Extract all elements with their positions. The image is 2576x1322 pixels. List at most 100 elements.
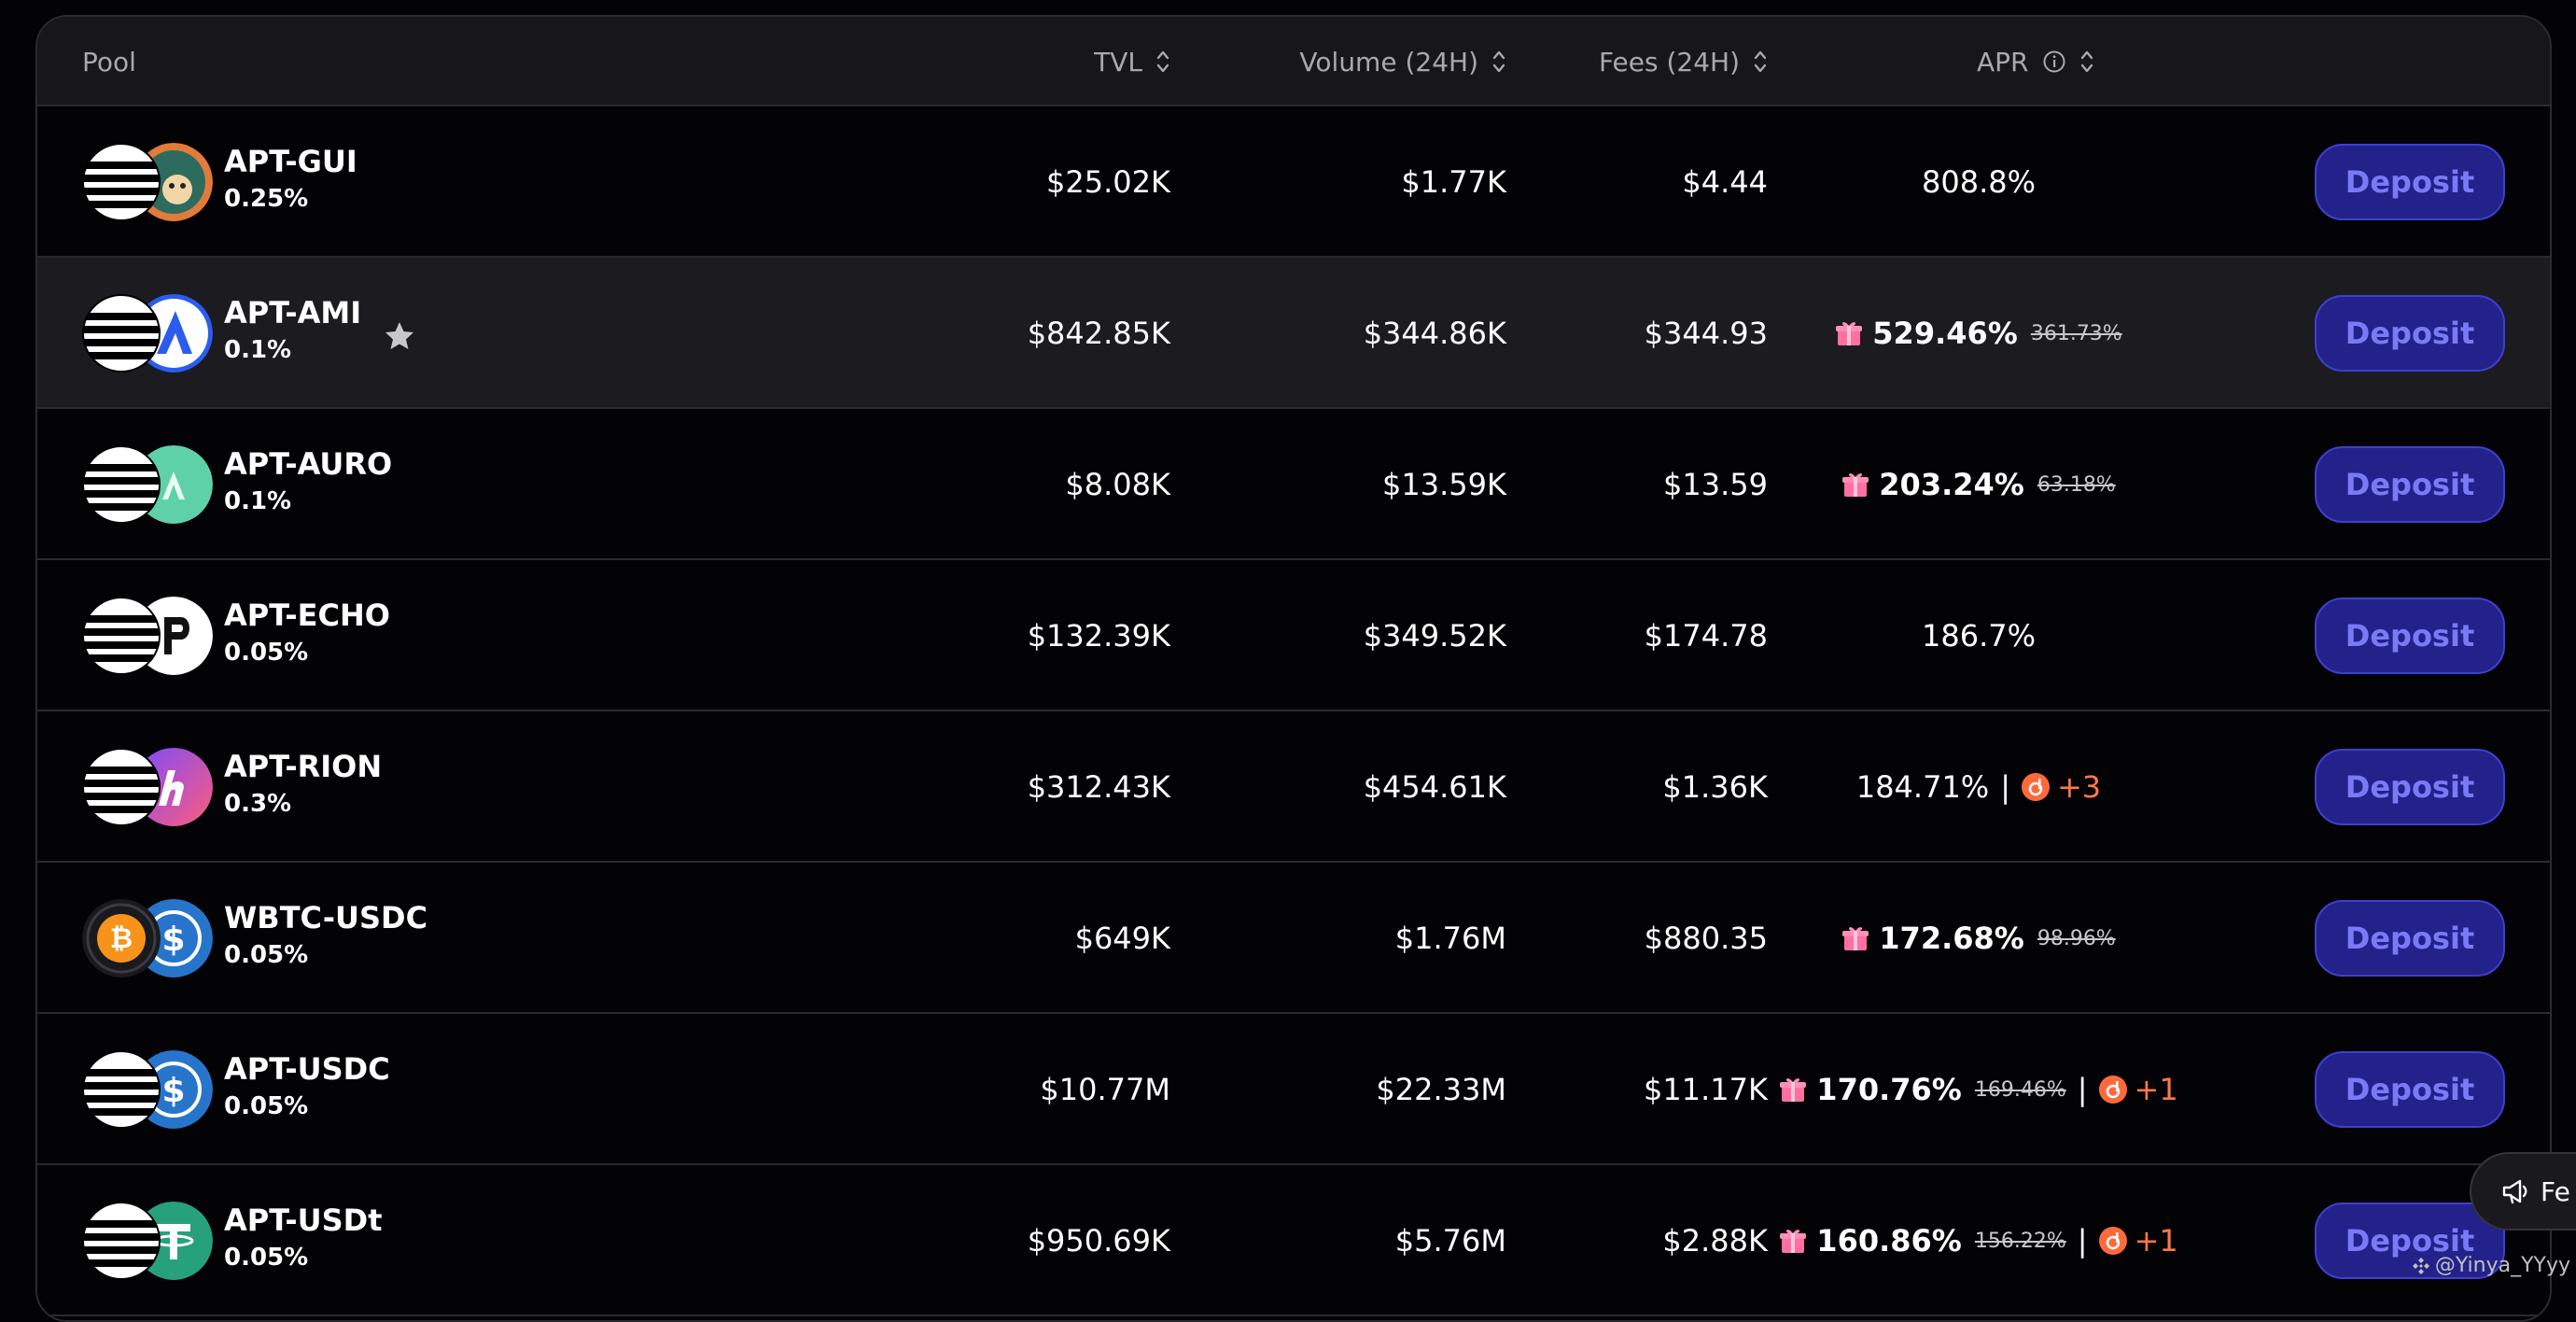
token-pair-icons	[82, 1202, 213, 1280]
pool-fee-tier: 0.3%	[224, 790, 291, 818]
aptos-token-icon	[82, 143, 161, 221]
volume-value: $1.76M	[1395, 863, 1506, 1014]
apr-separator: |	[2078, 1072, 2088, 1107]
svg-text:$: $	[161, 921, 185, 959]
table-row[interactable]: APT-AMI 0.1% $842.85K $344.86K $344.93 5…	[37, 258, 2550, 409]
sort-arrows-icon[interactable]	[1155, 48, 1170, 76]
table-row[interactable]: ₿ $ WBTC-USDC 0.05% $649K $1.76M $880.35…	[37, 863, 2550, 1014]
pool-name: APT-RION	[224, 749, 382, 784]
apr-value: 203.24%	[1879, 467, 2024, 502]
apr-separator: |	[2000, 769, 2010, 805]
apr-cell: 808.8%	[1717, 106, 2240, 258]
apr-separator: |	[2078, 1223, 2088, 1259]
deposit-button[interactable]: Deposit	[2315, 749, 2505, 825]
svg-text:₿: ₿	[110, 922, 133, 955]
svg-text:$: $	[161, 1072, 185, 1110]
deposit-button[interactable]: Deposit	[2315, 1051, 2505, 1128]
token-pair-icons	[82, 143, 213, 221]
apr-cell[interactable]: 529.46% 361.73%	[1717, 258, 2240, 409]
tvl-value: $842.85K	[1028, 258, 1170, 409]
header-tvl[interactable]: TVL	[1094, 17, 1170, 106]
apr-value: 170.76%	[1816, 1072, 1962, 1107]
tvl-value: $649K	[1075, 863, 1170, 1014]
table-row[interactable]: APT-AURO 0.1% $8.08K $13.59K $13.59 203.…	[37, 409, 2550, 560]
deposit-button[interactable]: Deposit	[2315, 900, 2505, 977]
aptos-token-icon	[82, 1202, 161, 1280]
reward-token-icon	[2022, 773, 2050, 801]
apr-previous-value: 169.46%	[1975, 1078, 2066, 1102]
tvl-value: $25.02K	[1046, 106, 1170, 258]
info-icon[interactable]	[2042, 49, 2066, 74]
watermark: @Yinya_YYyy	[2411, 1254, 2570, 1277]
feedback-label: Fe	[2541, 1176, 2570, 1207]
token-pair-icons	[82, 445, 213, 524]
aptos-token-icon	[82, 597, 161, 675]
gift-icon	[1779, 1227, 1807, 1255]
pool-name: APT-USDC	[224, 1051, 390, 1087]
tvl-value: $132.39K	[1028, 560, 1170, 711]
deposit-button[interactable]: Deposit	[2315, 598, 2505, 674]
table-row[interactable]: APT-USDt 0.05% $950.69K $5.76M $2.88K 16…	[37, 1165, 2550, 1316]
sort-arrows-icon[interactable]	[2079, 48, 2094, 76]
deposit-button[interactable]: Deposit	[2315, 144, 2505, 220]
header-pool: Pool	[82, 17, 136, 106]
apr-cell[interactable]: 172.68% 98.96%	[1717, 863, 2240, 1014]
apr-value: 529.46%	[1872, 316, 2018, 351]
gift-icon	[1841, 471, 1869, 499]
token-pair-icons	[82, 597, 213, 675]
extra-rewards-count: +3	[2057, 769, 2101, 805]
pool-name: APT-ECHO	[224, 598, 390, 633]
apr-value: 184.71%	[1856, 769, 1989, 805]
star-icon[interactable]	[383, 319, 416, 353]
apr-previous-value: 98.96%	[2037, 927, 2116, 950]
pool-name: APT-AURO	[224, 446, 392, 482]
apr-previous-value: 361.73%	[2031, 322, 2122, 345]
table-row[interactable]: $ APT-USDC 0.05% $10.77M $22.33M $11.17K…	[37, 1014, 2550, 1165]
pool-name: APT-USDt	[224, 1202, 383, 1238]
apr-previous-value: 156.22%	[1975, 1230, 2066, 1253]
tvl-value: $312.43K	[1028, 711, 1170, 863]
header-fees[interactable]: Fees (24H)	[1599, 17, 1768, 106]
aptos-token-icon	[82, 294, 161, 373]
table-row[interactable]: APT-ECHO 0.05% $132.39K $349.52K $174.78…	[37, 560, 2550, 711]
pool-fee-tier: 0.25%	[224, 185, 308, 213]
apr-cell[interactable]: 184.71% | +3	[1717, 711, 2240, 863]
table-row[interactable]: APT-GUI 0.25% $25.02K $1.77K $4.44 808.8…	[37, 106, 2550, 258]
apr-cell[interactable]: 160.86% 156.22% | +1	[1717, 1165, 2240, 1316]
megaphone-icon	[2499, 1175, 2531, 1207]
volume-value: $344.86K	[1364, 258, 1506, 409]
apr-previous-value: 63.18%	[2037, 473, 2116, 497]
pool-fee-tier: 0.1%	[224, 487, 291, 515]
sort-arrows-icon[interactable]	[1491, 48, 1506, 76]
header-volume[interactable]: Volume (24H)	[1299, 17, 1506, 106]
deposit-button[interactable]: Deposit	[2315, 446, 2505, 523]
sort-arrows-icon[interactable]	[1753, 48, 1768, 76]
pool-fee-tier: 0.05%	[224, 639, 308, 667]
aptos-token-icon	[82, 748, 161, 826]
pools-table: Pool TVL Volume (24H) Fees (24H) APR	[35, 15, 2552, 1322]
header-apr[interactable]: APR	[1977, 17, 2094, 106]
gift-icon	[1841, 924, 1869, 952]
apr-cell[interactable]: 170.76% 169.46% | +1	[1717, 1014, 2240, 1165]
table-header: Pool TVL Volume (24H) Fees (24H) APR	[37, 17, 2550, 106]
table-row[interactable]: APT-RION 0.3% $312.43K $454.61K $1.36K 1…	[37, 711, 2550, 863]
pool-name: APT-AMI	[224, 295, 361, 330]
pool-name: APT-GUI	[224, 144, 357, 179]
token-pair-icons: ₿ $	[82, 899, 213, 977]
volume-value: $349.52K	[1364, 560, 1506, 711]
reward-token-icon	[2099, 1076, 2127, 1104]
wbtc-token-icon: ₿	[82, 899, 161, 977]
token-pair-icons: $	[82, 1050, 213, 1129]
apr-value: 160.86%	[1816, 1223, 1962, 1259]
reward-token-icon	[2099, 1227, 2127, 1255]
volume-value: $22.33M	[1376, 1014, 1506, 1165]
deposit-button[interactable]: Deposit	[2315, 295, 2505, 372]
apr-value: 186.7%	[1922, 618, 2036, 654]
feedback-button[interactable]: Fe	[2470, 1152, 2576, 1231]
apr-cell[interactable]: 203.24% 63.18%	[1717, 409, 2240, 560]
pool-fee-tier: 0.05%	[224, 941, 308, 969]
pool-fee-tier: 0.1%	[224, 336, 291, 364]
apr-value: 172.68%	[1879, 921, 2024, 956]
binance-logo-icon	[2411, 1256, 2431, 1276]
volume-value: $5.76M	[1395, 1165, 1506, 1316]
